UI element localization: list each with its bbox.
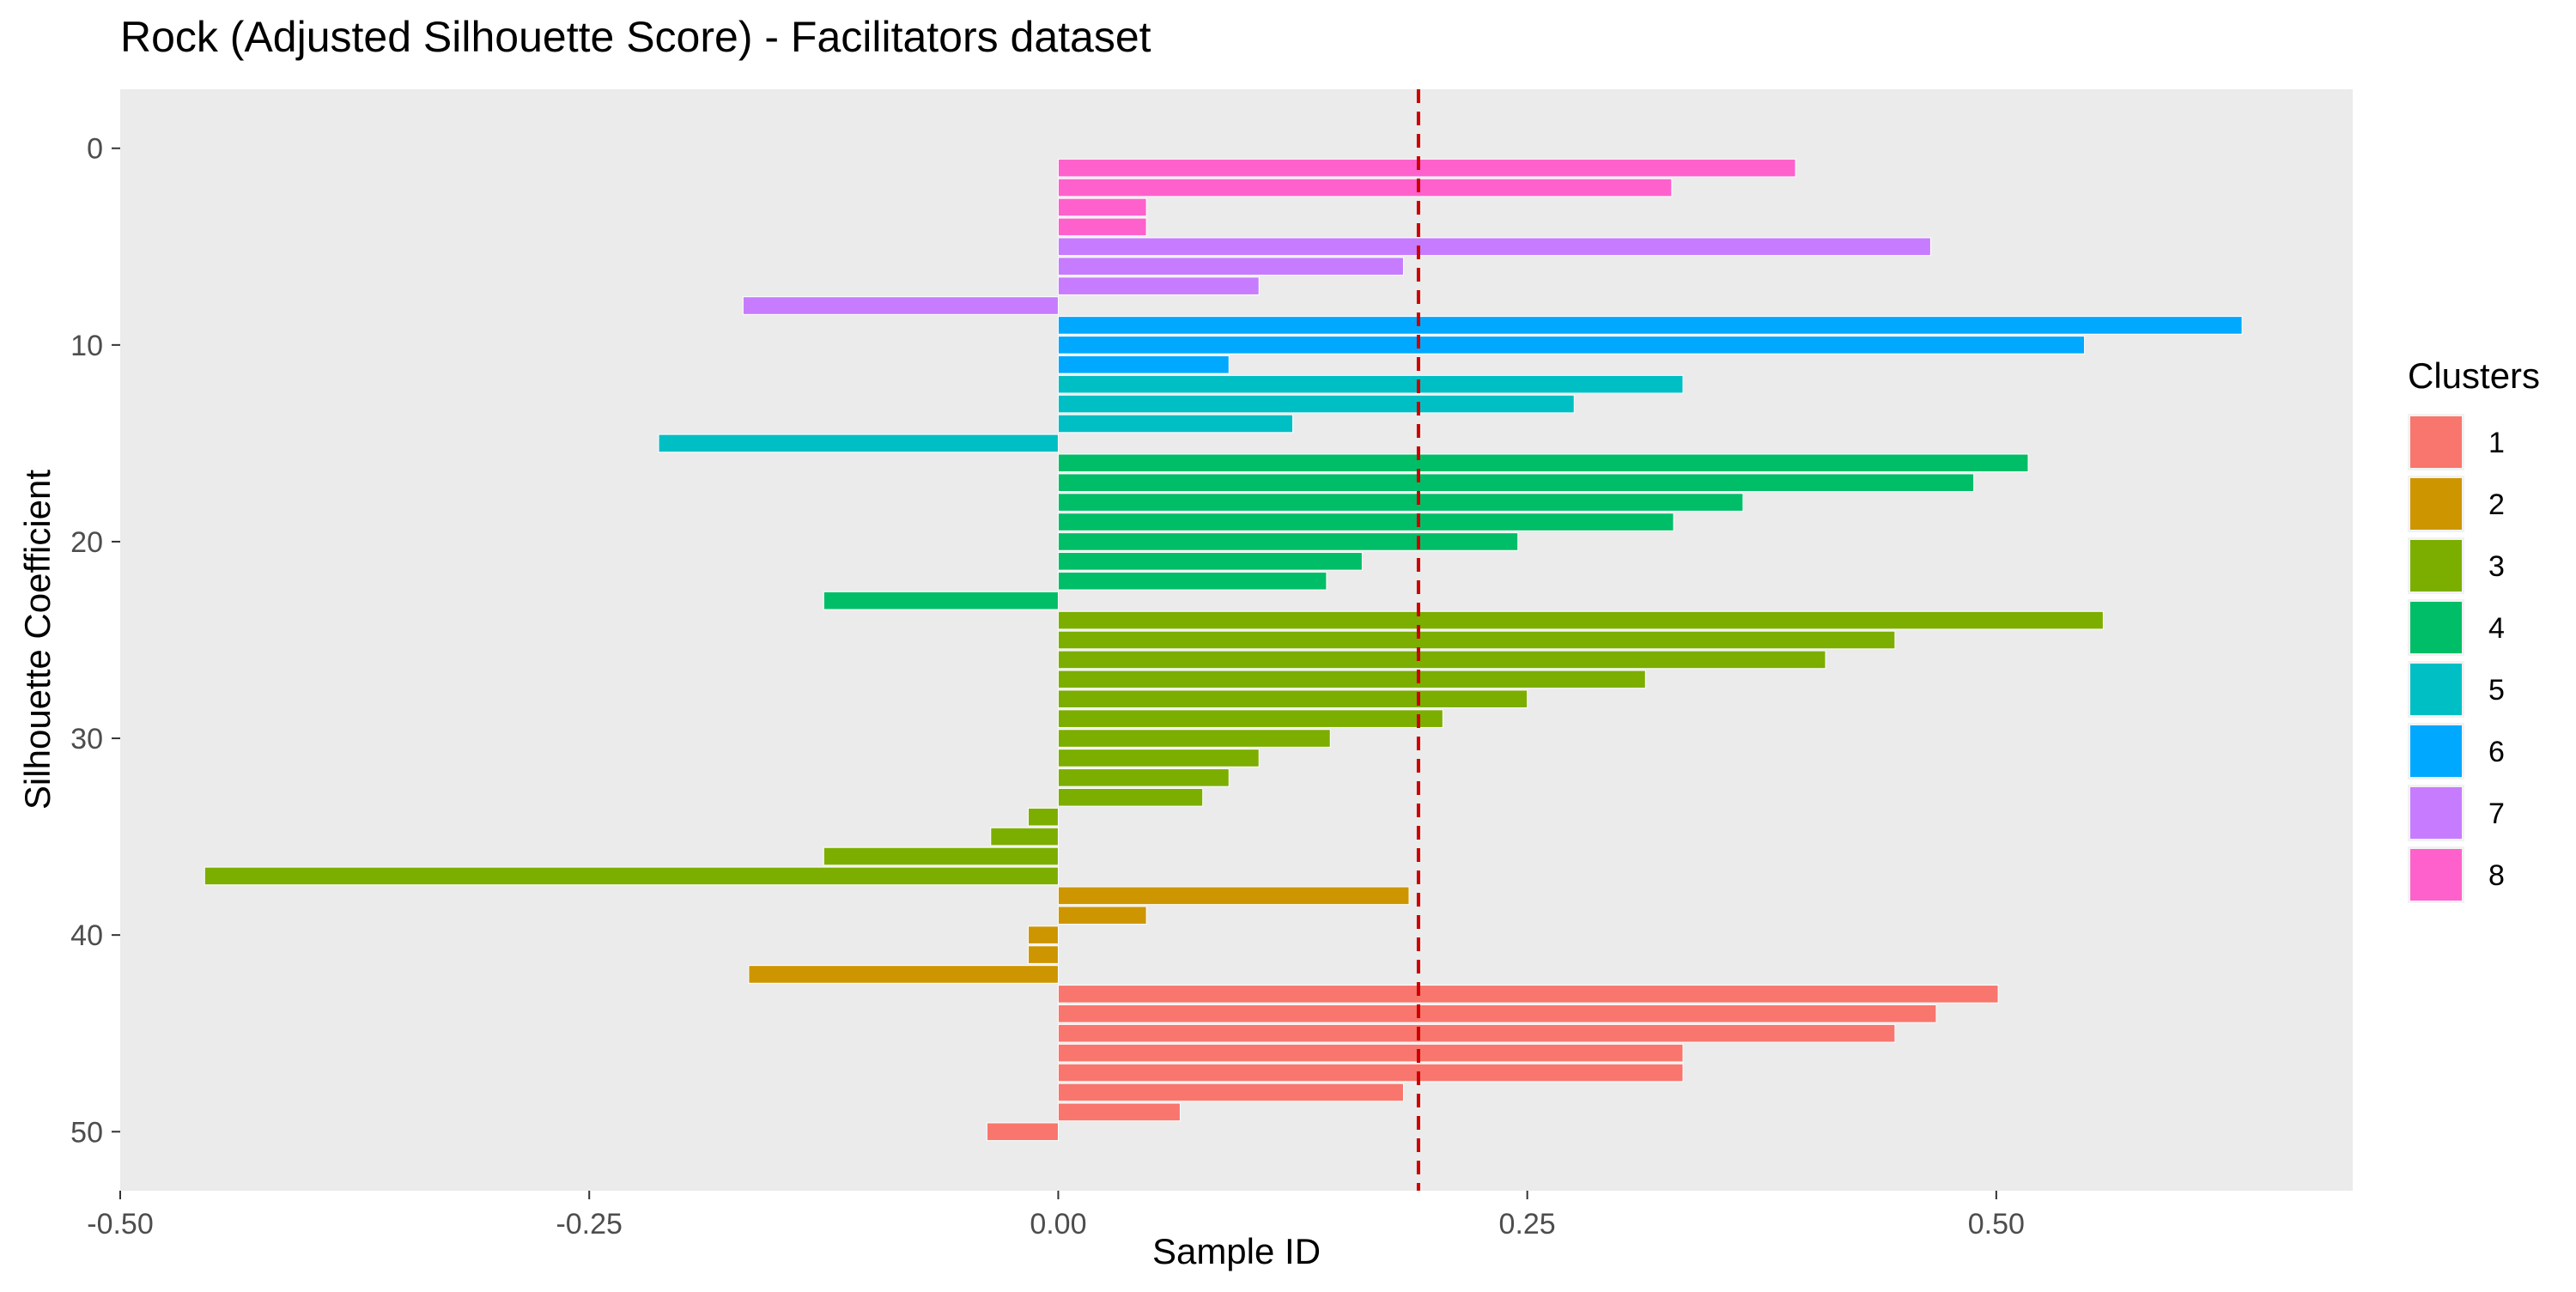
bar-sample-4 bbox=[1057, 217, 1147, 237]
bar-sample-30 bbox=[1057, 729, 1331, 748]
bar-sample-9 bbox=[1057, 316, 2243, 335]
legend-swatch-2 bbox=[2410, 478, 2462, 530]
y-tick-label-40: 40 bbox=[70, 919, 103, 952]
bar-sample-36 bbox=[823, 846, 1059, 866]
legend-label-2: 2 bbox=[2488, 488, 2505, 521]
legend-swatch-3 bbox=[2410, 540, 2462, 591]
bar-sample-24 bbox=[1057, 610, 2104, 630]
bar-sample-40 bbox=[1027, 925, 1059, 944]
legend-label-3: 3 bbox=[2488, 550, 2505, 583]
legend-label-4: 4 bbox=[2488, 612, 2505, 645]
legend-swatch-7 bbox=[2410, 787, 2462, 839]
legend-swatch-1 bbox=[2410, 416, 2462, 468]
bar-sample-10 bbox=[1057, 336, 2086, 355]
y-tick-label-10: 10 bbox=[70, 330, 103, 362]
bar-sample-50 bbox=[986, 1122, 1059, 1142]
x-tick-label--0.50: -0.50 bbox=[87, 1208, 154, 1240]
x-axis: -0.50 -0.25 0.00 0.25 0.50 bbox=[87, 1191, 2025, 1240]
bar-sample-12 bbox=[1057, 374, 1684, 394]
bar-sample-3 bbox=[1057, 197, 1147, 217]
bar-sample-21 bbox=[1057, 552, 1363, 571]
legend-items: 1 2 3 4 5 6 7 8 bbox=[2408, 414, 2505, 903]
bar-sample-42 bbox=[748, 965, 1059, 984]
bar-sample-47 bbox=[1057, 1063, 1684, 1083]
bar-sample-31 bbox=[1057, 749, 1260, 767]
x-tick-label--0.25: -0.25 bbox=[556, 1208, 623, 1240]
legend-label-8: 8 bbox=[2488, 859, 2505, 892]
bar-sample-45 bbox=[1057, 1023, 1896, 1043]
bar-sample-43 bbox=[1057, 985, 1999, 1004]
legend: Clusters 1 2 3 4 5 6 7 8 bbox=[2408, 355, 2540, 903]
bar-sample-13 bbox=[1057, 394, 1575, 414]
y-tick-label-30: 30 bbox=[70, 723, 103, 755]
bar-sample-1 bbox=[1057, 158, 1796, 178]
bar-sample-18 bbox=[1057, 493, 1744, 512]
bar-sample-48 bbox=[1057, 1083, 1404, 1102]
legend-label-5: 5 bbox=[2488, 674, 2505, 707]
bar-sample-44 bbox=[1057, 1004, 1937, 1023]
y-axis: 0 10 20 30 40 50 bbox=[70, 133, 120, 1149]
x-axis-label: Sample ID bbox=[1152, 1231, 1321, 1271]
bar-sample-2 bbox=[1057, 178, 1673, 197]
bar-sample-27 bbox=[1057, 670, 1646, 689]
x-tick-label-0.25: 0.25 bbox=[1499, 1208, 1556, 1240]
legend-swatch-5 bbox=[2410, 664, 2462, 715]
bar-sample-26 bbox=[1057, 650, 1826, 670]
legend-swatch-6 bbox=[2410, 725, 2462, 777]
bar-sample-5 bbox=[1057, 237, 1931, 257]
legend-swatch-8 bbox=[2410, 849, 2462, 901]
bar-sample-34 bbox=[1027, 807, 1059, 827]
bar-sample-8 bbox=[742, 296, 1059, 315]
bar-sample-49 bbox=[1057, 1102, 1181, 1122]
bar-sample-16 bbox=[1057, 453, 2029, 473]
bar-sample-20 bbox=[1057, 532, 1519, 551]
legend-label-7: 7 bbox=[2488, 798, 2505, 830]
bar-sample-17 bbox=[1057, 473, 1975, 493]
legend-label-6: 6 bbox=[2488, 736, 2505, 768]
bar-sample-46 bbox=[1057, 1043, 1684, 1063]
bar-sample-33 bbox=[1057, 787, 1204, 807]
bar-sample-14 bbox=[1057, 414, 1294, 434]
bar-sample-35 bbox=[990, 827, 1059, 846]
bar-sample-32 bbox=[1057, 768, 1230, 787]
y-tick-label-0: 0 bbox=[87, 133, 103, 166]
bars-layer bbox=[204, 158, 2243, 1142]
bar-sample-37 bbox=[204, 866, 1059, 886]
bar-sample-41 bbox=[1027, 945, 1059, 964]
bar-sample-25 bbox=[1057, 630, 1896, 650]
bar-sample-39 bbox=[1057, 906, 1147, 925]
bar-sample-11 bbox=[1057, 355, 1230, 374]
y-tick-label-20: 20 bbox=[70, 526, 103, 559]
y-axis-label: Silhouette Coefficient bbox=[17, 470, 58, 810]
bar-sample-19 bbox=[1057, 513, 1674, 531]
legend-swatch-4 bbox=[2410, 602, 2462, 653]
bar-sample-38 bbox=[1057, 886, 1410, 906]
bar-sample-6 bbox=[1057, 257, 1404, 276]
bar-sample-29 bbox=[1057, 709, 1443, 728]
bar-sample-15 bbox=[658, 434, 1059, 453]
x-tick-label-0.50: 0.50 bbox=[1968, 1208, 2025, 1240]
y-tick-label-50: 50 bbox=[70, 1116, 103, 1149]
x-tick-label-0.00: 0.00 bbox=[1030, 1208, 1086, 1240]
bar-sample-28 bbox=[1057, 689, 1528, 709]
bar-sample-23 bbox=[823, 591, 1059, 610]
legend-label-1: 1 bbox=[2488, 427, 2505, 459]
legend-title: Clusters bbox=[2408, 355, 2540, 396]
chart-title: Rock (Adjusted Silhouette Score) - Facil… bbox=[120, 13, 1151, 61]
bar-sample-7 bbox=[1057, 276, 1260, 295]
bar-sample-22 bbox=[1057, 571, 1327, 591]
